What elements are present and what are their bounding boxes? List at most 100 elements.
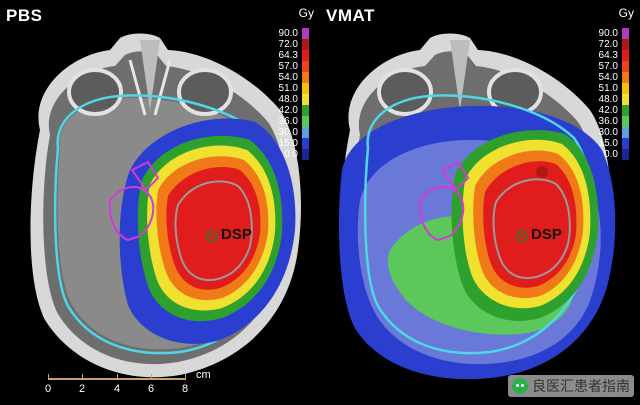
colorbar-label: 51.0: [278, 83, 298, 94]
scale-label: 2: [78, 383, 86, 395]
colorbar-row: 48.0: [588, 94, 636, 105]
pbs-ct-image: [30, 33, 301, 378]
colorbar-row: 42.0: [268, 105, 316, 116]
colorbar-label: 64.3: [598, 50, 618, 61]
colorbar-swatch: [622, 50, 629, 61]
colorbar-label: 72.0: [598, 39, 618, 50]
colorbar-label: 15.0: [598, 138, 618, 149]
colorbar-swatch: [302, 127, 309, 138]
scale-tick: [82, 374, 83, 380]
colorbar-swatch: [622, 39, 629, 50]
colorbar-label: 30.0: [598, 127, 618, 138]
scale-label: 0: [44, 383, 52, 395]
scale-unit: cm: [196, 369, 211, 381]
scale-label: 6: [147, 383, 155, 395]
colorbar-row: 0.0: [268, 149, 316, 160]
colorbar-row: 15.0: [588, 138, 636, 149]
colorbar-label: 42.0: [598, 105, 618, 116]
panel-title: VMAT: [326, 6, 375, 25]
colorbar-row: 30.0: [268, 127, 316, 138]
colorbar-swatch: [622, 138, 629, 149]
colorbar-swatch: [622, 105, 629, 116]
colorbar-swatch: [302, 61, 309, 72]
colorbar-row: 72.0: [268, 39, 316, 50]
colorbar-row: 54.0: [588, 72, 636, 83]
colorbar-swatch: [622, 28, 629, 39]
colorbar-label: 54.0: [598, 72, 618, 83]
colorbar-unit: Gy: [298, 6, 314, 20]
colorbar-row: 54.0: [268, 72, 316, 83]
colorbar-label: 36.0: [278, 116, 298, 127]
colorbar-label: 42.0: [278, 105, 298, 116]
colorbar-row: 48.0: [268, 94, 316, 105]
colorbar-swatch: [622, 116, 629, 127]
colorbar-swatch: [302, 72, 309, 83]
colorbar-label: 0.0: [284, 149, 298, 160]
colorbar-swatch: [302, 105, 309, 116]
colorbar-label: 0.0: [604, 149, 618, 160]
colorbar-row: 64.3: [268, 50, 316, 61]
watermark: 良医汇患者指南: [508, 375, 634, 397]
wechat-icon: [512, 378, 528, 394]
colorbar-swatch: [622, 149, 629, 160]
colorbar-row: 42.0: [588, 105, 636, 116]
colorbar-swatch: [302, 138, 309, 149]
colorbar-row: 51.0: [588, 83, 636, 94]
colorbar-label: 72.0: [278, 39, 298, 50]
colorbar-swatch: [302, 28, 309, 39]
colorbar-row: 72.0: [588, 39, 636, 50]
colorbar-row: 90.0: [268, 28, 316, 39]
colorbar-label: 57.0: [598, 61, 618, 72]
colorbar-swatch: [622, 61, 629, 72]
vmat-ct-image: [338, 33, 616, 380]
colorbar-row: 57.0: [268, 61, 316, 72]
colorbar-label: 48.0: [278, 94, 298, 105]
colorbar-swatch: [302, 116, 309, 127]
colorbar-label: 64.3: [278, 50, 298, 61]
colorbar-row: 51.0: [268, 83, 316, 94]
scale-label: 8: [181, 383, 189, 395]
colorbar-unit: Gy: [618, 6, 634, 20]
dose-colorbar: 90.0 72.0 64.3 57.0 54.0 51.0 48.0 42.0 …: [268, 28, 316, 160]
colorbar-swatch: [622, 72, 629, 83]
scale-tick: [48, 374, 49, 380]
colorbar-row: 30.0: [588, 127, 636, 138]
colorbar-label: 90.0: [278, 28, 298, 39]
dose-colorbar: 90.0 72.0 64.3 57.0 54.0 51.0 48.0 42.0 …: [588, 28, 636, 160]
vmat-panel: VMAT DSP Gy 90.0 72.0 64.3 57.0 54.0 51.…: [320, 0, 640, 405]
colorbar-label: 36.0: [598, 116, 618, 127]
colorbar-row: 64.3: [588, 50, 636, 61]
colorbar-swatch: [302, 94, 309, 105]
scale-tick: [117, 374, 118, 380]
colorbar-swatch: [302, 83, 309, 94]
colorbar-label: 30.0: [278, 127, 298, 138]
scale-tick: [151, 374, 152, 380]
colorbar-label: 57.0: [278, 61, 298, 72]
colorbar-label: 54.0: [278, 72, 298, 83]
scale-label: 4: [113, 383, 121, 395]
colorbar-label: 48.0: [598, 94, 618, 105]
scale-bar: 0 2 4 6 8: [44, 372, 198, 402]
colorbar-swatch: [302, 39, 309, 50]
panel-title: PBS: [6, 6, 43, 25]
colorbar-row: 36.0: [588, 116, 636, 127]
colorbar-swatch: [622, 83, 629, 94]
colorbar-row: 15.0: [268, 138, 316, 149]
scale-tick: [185, 374, 186, 380]
pbs-panel: PBS DSP 0 2 4 6 8 cm Gy 90.0 72.0 64.3 5…: [6, 6, 316, 402]
colorbar-swatch: [302, 50, 309, 61]
roi-label-dsp: DSP: [531, 226, 562, 243]
colorbar-row: 0.0: [588, 149, 636, 160]
colorbar-label: 90.0: [598, 28, 618, 39]
colorbar-row: 57.0: [588, 61, 636, 72]
colorbar-swatch: [622, 94, 629, 105]
colorbar-swatch: [622, 127, 629, 138]
colorbar-swatch: [302, 149, 309, 160]
colorbar-row: 90.0: [588, 28, 636, 39]
colorbar-label: 51.0: [598, 83, 618, 94]
roi-label-dsp: DSP: [221, 226, 252, 243]
colorbar-label: 15.0: [278, 138, 298, 149]
watermark-text: 良医汇患者指南: [532, 378, 630, 394]
colorbar-row: 36.0: [268, 116, 316, 127]
